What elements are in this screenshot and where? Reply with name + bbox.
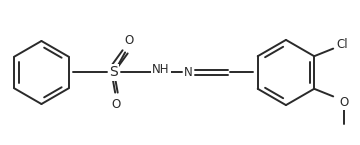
Text: O: O — [339, 96, 349, 109]
Text: S: S — [109, 66, 118, 79]
Text: O: O — [124, 35, 134, 47]
Text: N: N — [184, 66, 193, 79]
Text: O: O — [112, 98, 121, 110]
Text: NH: NH — [152, 63, 170, 76]
Text: Cl: Cl — [336, 38, 348, 51]
